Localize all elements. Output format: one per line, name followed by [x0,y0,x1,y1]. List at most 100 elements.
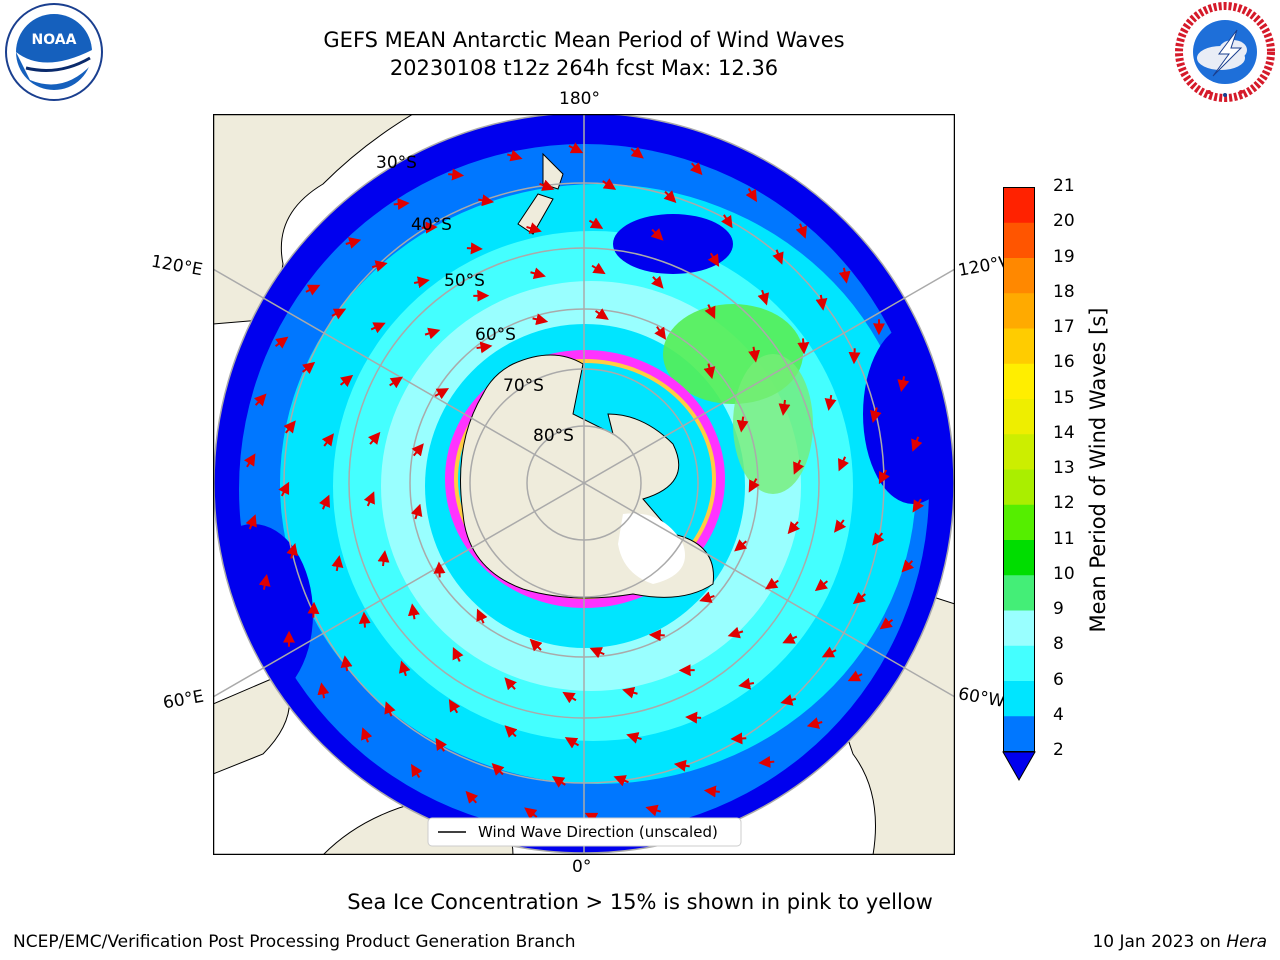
colorbar-tick-label: 20 [1053,211,1075,232]
wave-direction-arrow [734,539,748,552]
colorbar-block [1003,398,1035,435]
wave-direction-arrow [645,804,662,817]
colorbar-tick-label: 10 [1053,563,1075,584]
wave-direction-arrow [911,436,923,452]
wave-direction-arrow [772,249,784,265]
colorbar [1002,187,1036,782]
wave-direction-arrow [588,217,604,229]
wave-direction-arrow [838,456,849,472]
wave-direction-arrow [363,491,375,507]
wave-direction-arrow [901,559,915,573]
wave-direction-arrow [389,376,404,389]
wave-direction-arrow [758,756,775,769]
wave-direction-arrow [539,179,555,191]
wave-direction-arrow [622,686,638,699]
colorbar-tick-label: 16 [1053,352,1075,373]
wave-direction-arrow [562,691,577,704]
wave-direction-arrow [912,498,924,513]
wave-direction-arrow [504,725,518,738]
colorbar-block [1003,715,1035,752]
wave-direction-arrow [878,469,890,485]
wave-direction-arrow [689,162,703,176]
colorbar-block [1003,187,1035,223]
wave-direction-arrow [824,394,837,411]
wave-direction-arrow [650,228,664,241]
colorbar-block [1003,680,1035,717]
wave-direction-arrow [848,348,861,365]
wave-direction-arrow [302,361,316,375]
wave-direction-arrow [551,776,566,788]
wave-direction-arrow [748,478,760,493]
lon-label-120e: 120°E [149,251,205,281]
wave-direction-arrow [806,717,823,729]
wave-direction-arrow [591,262,606,275]
wave-direction-arrow [707,252,720,267]
wave-direction-arrow [532,313,549,326]
wave-direction-arrow [589,647,605,659]
wave-direction-arrow [358,611,371,628]
colorbar-block [1003,610,1035,646]
wave-direction-arrow [476,608,488,624]
wave-direction-arrow [834,519,847,533]
wave-direction-arrow [448,699,461,714]
wave-direction-arrow [524,807,538,820]
colorbar-block [1003,504,1035,540]
wave-direction-arrow [319,494,330,510]
lon-label-60w: 60°W [956,684,1007,712]
wave-direction-arrow [736,416,749,433]
chart-subtitle: 20230108 t12z 264h fcst Max: 12.36 [389,56,779,80]
wave-direction-arrow [738,677,755,690]
wave-direction-arrow [730,732,747,745]
wave-direction-arrow [870,407,882,423]
wave-direction-arrow [465,790,479,804]
colorbar-block [1003,257,1035,294]
wave-direction-arrow [651,275,664,289]
wave-direction-arrow [384,701,396,717]
wave-direction-arrow [424,327,441,340]
colorbar-tick-label: 17 [1053,317,1075,337]
wave-direction-arrow [506,149,523,162]
wave-direction-arrow [331,555,344,572]
wave-direction-arrow [852,591,866,605]
colorbar-block [1003,363,1035,399]
footer-date-text: 10 Jan 2023 on [1092,932,1227,952]
wave-direction-arrow [407,603,420,620]
wave-direction-arrow [630,146,644,159]
wave-direction-arrow [317,682,330,699]
wave-direction-arrow [278,481,290,497]
wave-direction-arrow [360,727,373,743]
wave-direction-arrow [245,514,257,530]
wave-direction-arrow [663,190,677,203]
colorbar-tick-label: 13 [1053,458,1075,478]
chart-title: GEFS MEAN Antarctic Mean Period of Wind … [323,28,845,52]
wave-direction-arrow [526,222,542,234]
colorbar-tick-label: 11 [1053,528,1075,549]
wave-direction-arrow [476,341,493,354]
lat-label-30s: 30°S [376,153,417,173]
wave-direction-arrow [568,142,584,154]
colorbar-block [1003,328,1035,364]
colorbar-tick-label: 4 [1053,704,1064,725]
wave-direction-arrow [410,503,423,520]
wave-direction-arrow [764,577,779,590]
wave-direction-arrow [435,737,447,752]
wave-direction-arrow [699,591,715,603]
wave-direction-arrow [244,453,256,468]
polar-map: Wind Wave Direction (unscaled) 30°S 40°S… [213,114,955,855]
wave-direction-arrow [331,308,347,320]
colorbar-tick-label: 14 [1053,422,1075,443]
wave-direction-arrow [745,187,757,203]
wave-direction-arrow [757,289,770,306]
wave-direction-arrow [283,420,296,434]
lat-label-80s: 80°S [533,426,574,446]
wave-direction-arrow [564,737,580,749]
colorbar-block [1003,469,1035,505]
wave-direction-arrow [782,632,798,644]
wave-direction-arrow [797,338,810,355]
wave-direction-arrow [814,578,829,592]
wave-direction-arrow [778,399,791,416]
wave-direction-arrow [411,443,424,457]
colorbar-tick-label: 15 [1053,387,1075,408]
wave-direction-arrow [368,431,381,445]
sea-ice-caption: Sea Ice Concentration > 15% is shown in … [347,890,933,914]
